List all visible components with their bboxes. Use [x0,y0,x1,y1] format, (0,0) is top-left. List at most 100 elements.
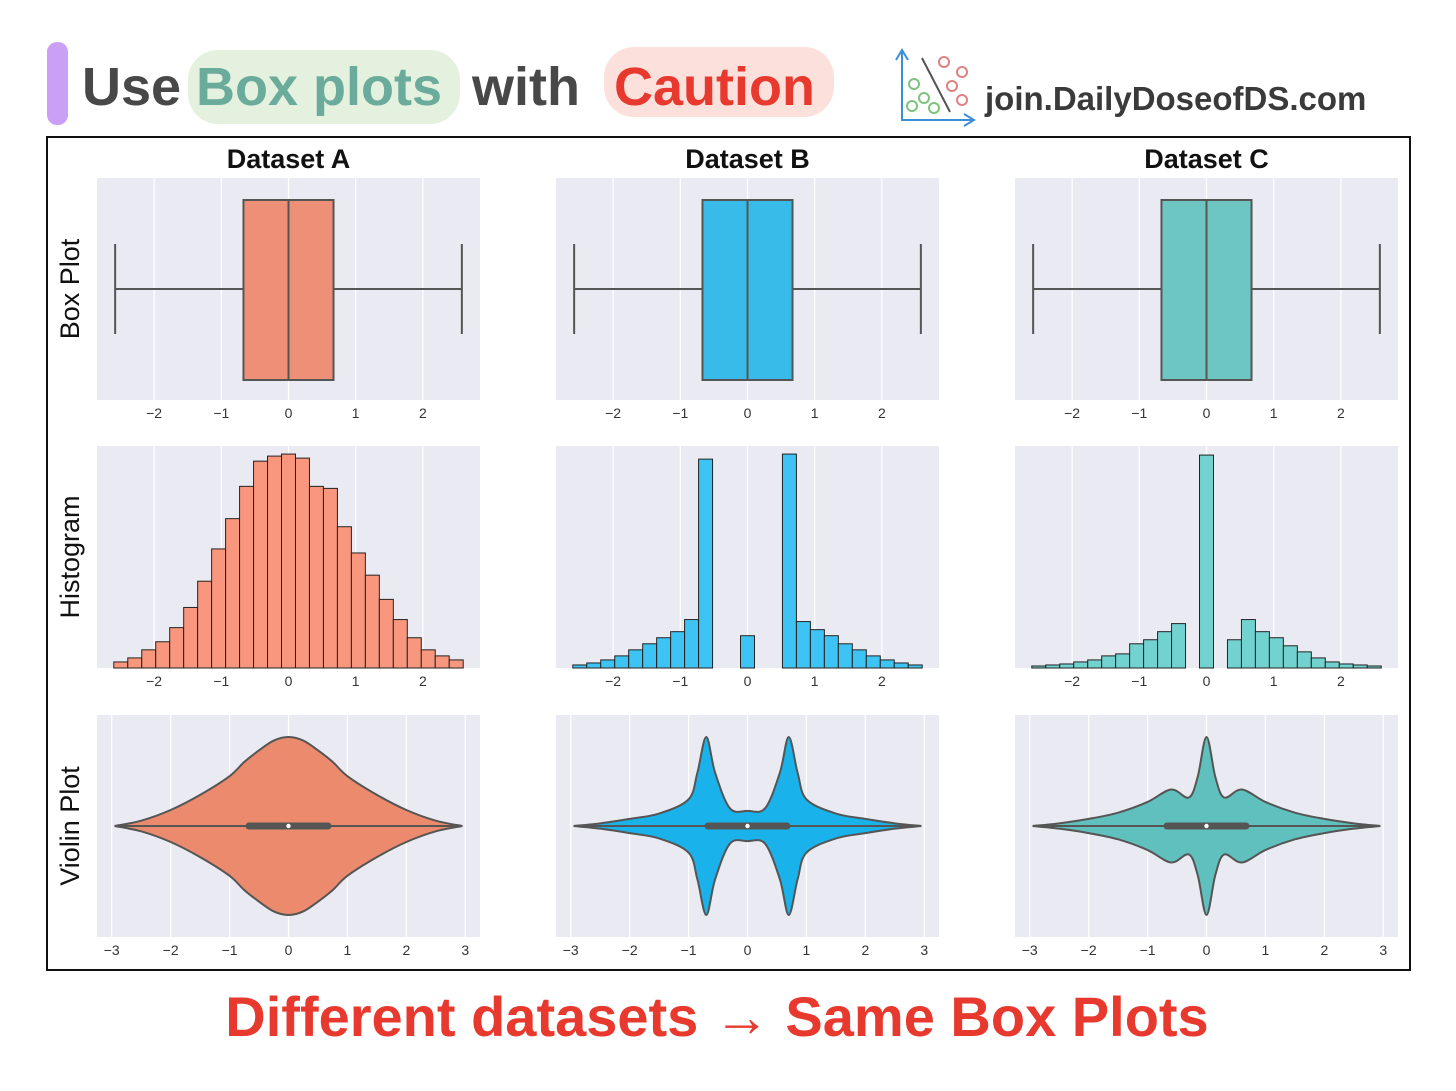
x-tick-label: −2 [146,405,162,421]
bar [851,649,867,669]
bar [1338,663,1354,669]
bar [225,518,241,669]
bar [670,631,686,669]
bar [1310,657,1326,669]
footer: Different datasets → Same Box Plots [225,985,1208,1048]
x-tick-label: 0 [285,673,293,689]
x-tick-label: −2 [1064,405,1080,421]
x-tick-label: 1 [803,942,811,958]
x-tick-label: −2 [605,405,621,421]
x-tick-label: 2 [402,942,410,958]
bar [628,649,644,669]
violin-median [745,823,750,829]
bar [614,655,630,669]
bar [155,641,171,669]
bar [392,619,408,669]
bar [893,662,909,669]
x-tick-label: 1 [344,942,352,958]
bar [127,657,143,669]
bar [294,457,310,669]
x-tick-label: −1 [1140,942,1156,958]
bar [183,606,199,669]
x-tick-label: 0 [744,942,752,958]
bar [1366,665,1382,669]
x-tick-label: −3 [563,942,579,958]
bar [823,635,839,669]
x-tick-label: 0 [1203,405,1211,421]
x-tick-label: 1 [352,405,360,421]
bar [795,621,811,669]
x-tick-label: 2 [878,673,886,689]
x-tick-label: 2 [1337,673,1345,689]
bar [1268,637,1284,669]
bar [1324,661,1340,669]
bar [572,664,588,669]
x-tick-label: 3 [461,942,469,958]
x-tick-label: 0 [1203,673,1211,689]
row-label: Box Plot [55,238,85,339]
column-title: Dataset B [685,144,810,174]
x-tick-label: −1 [1131,673,1147,689]
x-tick-label: −1 [222,942,238,958]
x-tick-label: 2 [1320,942,1328,958]
x-tick-label: 0 [744,405,752,421]
bar [586,662,602,669]
x-tick-label: −2 [605,673,621,689]
bar [1240,619,1256,669]
bar [448,659,464,669]
bar [322,487,338,669]
bar [253,460,269,669]
bar [267,455,283,669]
highlight [604,47,834,117]
logo [895,48,976,127]
bar [1059,663,1075,669]
bar [1101,655,1117,669]
bar [1282,645,1298,669]
row-label: Violin Plot [55,766,85,886]
bar [434,655,450,669]
x-tick-label: 2 [861,942,869,958]
bar [1045,664,1061,669]
x-tick-label: −1 [672,673,688,689]
bar [1115,653,1131,669]
frame [46,136,1411,971]
x-tick-label: −2 [1064,673,1080,689]
bar [781,453,797,669]
violin-median [1204,823,1209,829]
bar [113,661,129,669]
title-part: Use [82,57,181,117]
bar [907,664,923,669]
bar [1199,454,1214,669]
violin-median [286,823,291,829]
bar [1031,665,1047,669]
x-tick-label: −1 [681,942,697,958]
bar [879,659,895,669]
column-title: Dataset A [227,144,351,174]
x-tick-label: 1 [1270,673,1278,689]
bar [698,458,714,669]
bar [378,598,394,669]
x-tick-label: −2 [622,942,638,958]
x-tick-label: −1 [1131,405,1147,421]
highlight [188,50,460,124]
bar [1171,623,1187,669]
bar [350,552,366,669]
bar [197,580,213,669]
row-label: Histogram [55,495,85,618]
bar [308,485,324,669]
x-tick-label: 2 [1337,405,1345,421]
bar [1129,643,1145,669]
bar [684,619,700,669]
bar [642,643,658,669]
bar [169,627,185,669]
bar [600,659,616,669]
bar [809,629,825,669]
accent-bar [47,42,68,125]
x-tick-label: −3 [104,942,120,958]
x-tick-label: −2 [1081,942,1097,958]
x-tick-label: −2 [146,673,162,689]
bar [1352,664,1368,669]
x-tick-label: 1 [352,673,360,689]
x-tick-label: 2 [419,405,427,421]
bar [1226,639,1242,669]
